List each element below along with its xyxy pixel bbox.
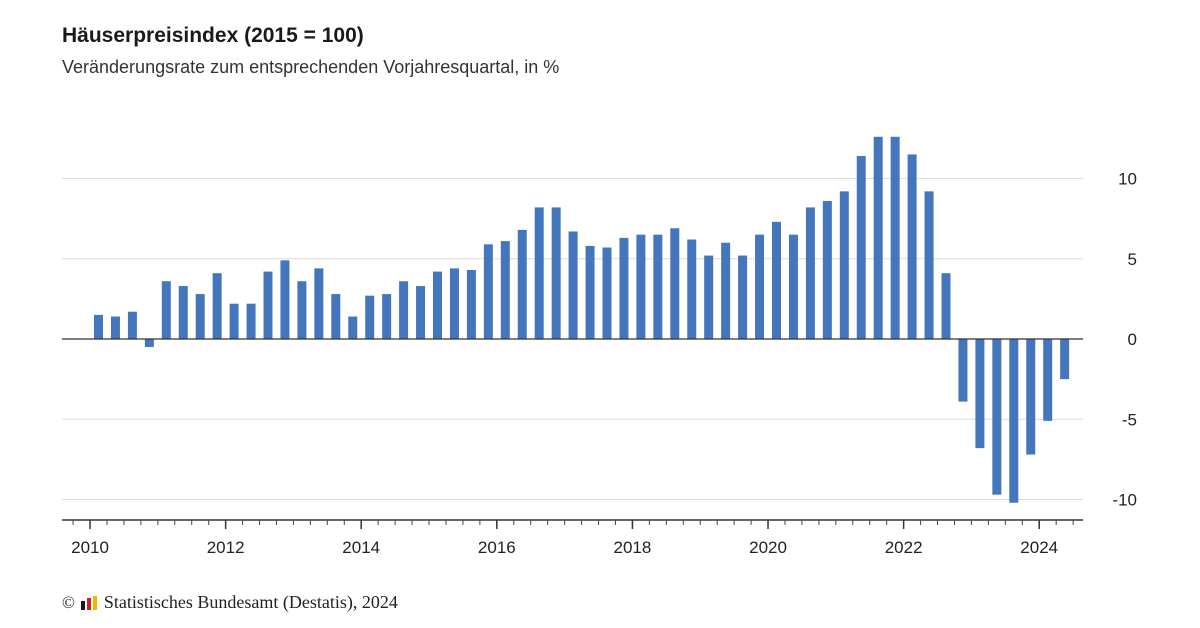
y-tick-label: 5 [1128, 250, 1137, 269]
copyright-symbol: © [62, 592, 75, 612]
bar [873, 136, 883, 339]
y-tick-label: -10 [1112, 491, 1137, 510]
bar [687, 239, 697, 339]
bar [110, 316, 120, 339]
bar [788, 234, 798, 339]
bar [924, 191, 934, 339]
bar [348, 316, 358, 339]
x-tick-label: 2012 [207, 538, 245, 557]
chart-subtitle: Veränderungsrate zum entsprechenden Vorj… [62, 57, 560, 77]
bar [500, 241, 510, 339]
bar [941, 273, 951, 339]
y-axis-labels: 10 5 0 -5 -10 [1112, 170, 1137, 510]
bar [246, 303, 256, 339]
bar [907, 154, 917, 339]
bar [992, 339, 1002, 495]
chart-title: Häuserpreisindex (2015 = 100) [62, 24, 364, 47]
bar [856, 156, 866, 339]
bar [144, 339, 154, 348]
bar [399, 281, 409, 339]
bar [263, 271, 273, 339]
y-tick-label: 10 [1118, 170, 1137, 189]
x-tick-label: 2010 [71, 538, 109, 557]
bar [483, 244, 493, 339]
bar [585, 245, 595, 339]
x-tick-label: 2020 [749, 538, 787, 557]
bar [653, 234, 663, 339]
bar [195, 294, 205, 339]
bar [449, 268, 459, 339]
x-axis-labels: 2010 2012 2014 2016 2018 2020 2022 2024 [71, 538, 1058, 557]
x-tick-label: 2024 [1020, 538, 1058, 557]
bar [517, 229, 527, 339]
bar [755, 234, 765, 339]
bar [127, 311, 137, 339]
bar [365, 295, 375, 339]
bars [62, 136, 1083, 503]
bar [534, 207, 544, 339]
bar [670, 228, 680, 339]
bar [178, 286, 188, 339]
bar [94, 314, 103, 339]
x-tick-label: 2022 [885, 538, 923, 557]
bar [619, 237, 629, 339]
x-axis [62, 519, 1083, 529]
bar [839, 191, 849, 339]
y-tick-label: 0 [1128, 330, 1137, 349]
bar [212, 273, 222, 339]
source-footer: © Statistisches Bundesamt (Destatis), 20… [62, 592, 398, 613]
bar [1026, 339, 1036, 455]
bar [958, 339, 968, 402]
bar [602, 247, 612, 339]
bar [1009, 339, 1019, 503]
bar [229, 303, 239, 339]
bar [568, 231, 578, 339]
bar [280, 260, 290, 339]
bar [297, 281, 307, 339]
bar [416, 286, 426, 339]
x-tick-label: 2014 [342, 538, 380, 557]
bar [890, 136, 900, 339]
x-tick-label: 2016 [478, 538, 516, 557]
bar [1043, 339, 1053, 421]
bar [822, 200, 832, 339]
bar [551, 207, 561, 339]
x-tick-label: 2018 [614, 538, 652, 557]
bar [1060, 339, 1070, 380]
bar [466, 269, 476, 339]
bar [382, 294, 392, 339]
bar [636, 234, 646, 339]
bar [433, 271, 442, 339]
bar [704, 255, 714, 339]
bar [975, 339, 985, 449]
bar [721, 242, 731, 339]
destatis-logo-icon [80, 595, 97, 610]
bar [738, 255, 748, 339]
y-tick-label: -5 [1122, 410, 1137, 429]
bar [314, 268, 324, 339]
source-text: Statistisches Bundesamt (Destatis), 2024 [103, 592, 398, 612]
bar [772, 221, 781, 339]
bar [161, 281, 171, 339]
bar [331, 294, 341, 339]
bar [805, 207, 815, 339]
